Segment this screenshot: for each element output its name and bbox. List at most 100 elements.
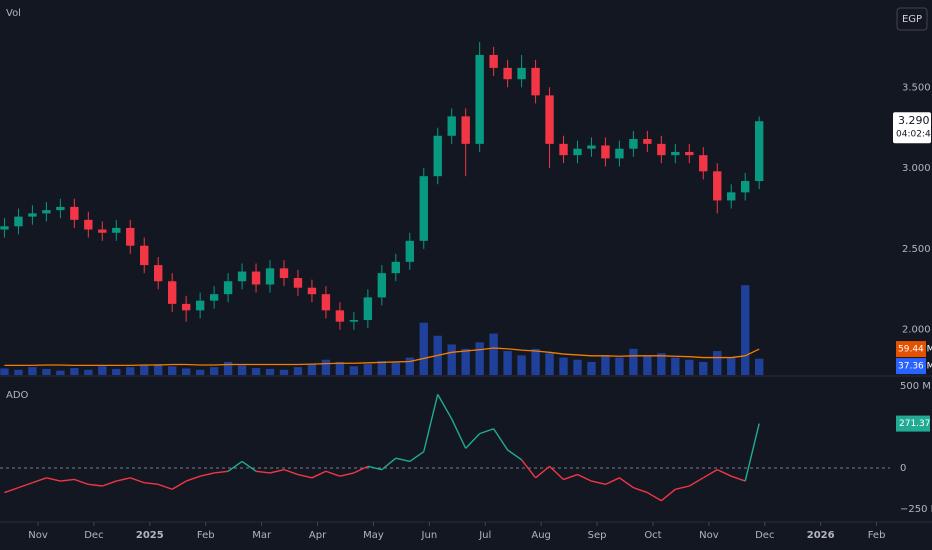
volume-bar <box>84 369 93 375</box>
candle-body <box>671 151 680 156</box>
ado-line <box>185 475 201 482</box>
ado-line <box>255 470 271 474</box>
ado-line <box>32 477 47 484</box>
candle-body <box>643 139 652 144</box>
ado-line <box>4 486 19 494</box>
ado-line <box>479 428 494 435</box>
volume-bar <box>14 369 23 375</box>
volume-bar <box>461 348 470 375</box>
volume-bar <box>391 362 400 375</box>
candle-body <box>713 171 722 201</box>
ado-line <box>157 483 173 490</box>
volume-bar <box>489 333 498 375</box>
candle-body <box>545 95 554 144</box>
x-tick-label: Dec <box>84 530 103 541</box>
volume-ma-badge <box>896 341 926 358</box>
volume-label: 37.36 M <box>898 362 932 372</box>
ado-line <box>88 483 103 487</box>
candle-body <box>56 206 65 211</box>
volume-bar <box>321 359 331 375</box>
candle-body <box>321 294 331 311</box>
candle-body <box>573 148 582 156</box>
volume-bar <box>713 351 722 375</box>
volume-bar <box>754 358 764 375</box>
currency: EGP <box>902 14 922 25</box>
ado-line <box>716 469 732 477</box>
x-tick-label: Sep <box>588 530 607 541</box>
candle-body <box>181 303 191 311</box>
volume-bar <box>126 367 135 375</box>
volume-bar <box>307 363 317 375</box>
ado-line <box>409 451 425 463</box>
volume-bar <box>154 364 163 375</box>
candle-body <box>727 192 736 201</box>
candle-body <box>14 216 23 227</box>
volume-bar <box>181 368 191 375</box>
volume-bar <box>545 353 554 375</box>
volume-bar <box>0 368 9 375</box>
candle-body <box>223 281 233 295</box>
volume-bar <box>363 364 373 375</box>
y-tick-label: 2.500 <box>902 244 931 255</box>
ado-badge <box>896 415 930 432</box>
volume-bar <box>70 368 79 375</box>
x-tick-label: Jul <box>478 530 491 541</box>
volume-bar <box>28 367 37 375</box>
candle-body <box>28 213 37 217</box>
volume-bar <box>601 355 610 375</box>
volume-bar <box>140 365 149 375</box>
ado-line <box>283 468 299 476</box>
x-tick-label: Nov <box>699 530 719 541</box>
ado-line <box>74 478 89 486</box>
candle-body <box>251 271 261 285</box>
candle-body <box>475 54 484 144</box>
volume-bar <box>419 322 428 375</box>
ado-line <box>507 449 522 461</box>
volume-bar <box>503 351 512 375</box>
ado-line <box>633 486 648 494</box>
ado-line <box>395 457 410 463</box>
candle-body <box>601 145 610 159</box>
volume-bar <box>112 368 121 375</box>
x-tick-label: Feb <box>197 530 215 541</box>
volume-bar <box>251 368 261 375</box>
candle-body <box>461 116 470 144</box>
volume-bar <box>685 359 694 375</box>
volume-bar <box>559 357 568 375</box>
candle-body <box>84 219 93 230</box>
candle-body <box>433 135 442 177</box>
candle-body <box>349 320 359 322</box>
last-price: 3.290 <box>898 114 930 127</box>
volume-bar <box>657 353 666 375</box>
ado-line <box>535 465 550 479</box>
volume-bar <box>405 357 414 375</box>
countdown: 04:02:45 <box>896 130 932 140</box>
ado-line <box>311 470 327 479</box>
candle-body <box>293 278 303 288</box>
currency-badge[interactable] <box>896 7 928 31</box>
volume-bar <box>42 368 51 375</box>
candle-body <box>363 297 373 321</box>
candle-body <box>559 143 568 156</box>
pane-label: Vol <box>6 8 21 19</box>
ado-tick-label: 500 M <box>900 381 931 392</box>
candle-body <box>307 287 317 295</box>
ado-line <box>297 473 313 479</box>
candle-body <box>419 176 428 241</box>
ado-line <box>353 465 369 474</box>
candle-body <box>503 67 512 80</box>
ado-line <box>702 469 718 479</box>
volume-bar <box>643 355 652 375</box>
volume-ma <box>4 347 760 367</box>
volume-bar <box>279 369 289 375</box>
candle-body <box>98 229 107 233</box>
x-tick-label: Oct <box>644 530 661 541</box>
ado-line <box>46 477 61 482</box>
ado-line <box>521 459 537 479</box>
candle-body <box>391 261 400 274</box>
candle-body <box>489 54 498 68</box>
x-tick-label: Mar <box>252 530 272 541</box>
volume-bar <box>517 355 526 375</box>
volume-bar <box>573 359 582 375</box>
